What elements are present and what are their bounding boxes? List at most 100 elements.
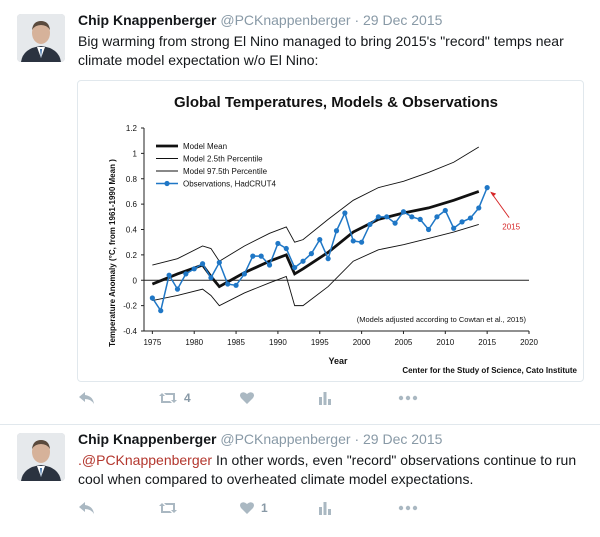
retweet-button[interactable]	[158, 500, 184, 516]
observation-point	[233, 282, 239, 288]
analytics-icon	[319, 502, 331, 515]
retweet-icon	[159, 503, 177, 513]
legend-label: Observations, HadCRUT4	[183, 180, 276, 189]
x-tick-label: 1990	[269, 338, 287, 347]
y-tick-label: -0.4	[123, 327, 137, 336]
observation-point	[250, 253, 256, 259]
observation-point	[149, 295, 155, 301]
observation-point	[166, 272, 172, 278]
observation-point	[325, 256, 331, 262]
observation-point	[476, 205, 482, 211]
observation-point	[300, 258, 306, 264]
observation-point	[384, 214, 390, 220]
tweet-text: Big warming from strong El Nino managed …	[78, 33, 564, 68]
separator-dot: ·	[354, 431, 360, 447]
observation-point	[266, 262, 273, 268]
observation-point	[199, 261, 206, 267]
heart-icon	[240, 502, 254, 514]
more-button[interactable]	[398, 390, 418, 406]
tweet-header: Chip Knappenberger @PCKnappenberger · 29…	[78, 12, 442, 28]
avatar[interactable]	[17, 433, 65, 481]
x-tick-label: 2010	[436, 338, 454, 347]
observation-point	[216, 259, 222, 266]
more-icon	[398, 395, 418, 401]
y-tick-label: 0.6	[126, 200, 138, 209]
observation-point	[258, 253, 264, 259]
x-tick-label: 1995	[311, 338, 329, 347]
more-button[interactable]	[398, 500, 418, 516]
x-tick-label: 1975	[143, 338, 161, 347]
observation-point	[359, 239, 365, 245]
observation-point	[183, 271, 189, 277]
annotation-arrowhead	[490, 191, 497, 197]
observation-point	[158, 308, 164, 314]
tweet-header: Chip Knappenberger @PCKnappenberger · 29…	[78, 431, 442, 447]
tweet-date[interactable]: 29 Dec 2015	[363, 431, 443, 447]
legend-label: Model Mean	[183, 142, 227, 151]
analytics-button[interactable]	[318, 500, 332, 516]
observation-point	[409, 214, 415, 220]
observation-point	[174, 286, 181, 292]
x-tick-label: 2000	[353, 338, 371, 347]
observation-point	[425, 226, 432, 233]
chart-title: Global Temperatures, Models & Observatio…	[174, 94, 498, 111]
observation-point	[484, 185, 490, 191]
observation-point	[442, 207, 448, 214]
model-mean-line	[151, 190, 480, 289]
observation-point	[434, 214, 440, 220]
x-tick-label: 2020	[520, 338, 538, 347]
reply-button[interactable]	[78, 500, 96, 516]
observation-point	[191, 266, 197, 272]
avatar[interactable]	[17, 14, 65, 62]
observation-point	[367, 221, 373, 228]
x-tick-label: 1985	[227, 338, 245, 347]
analytics-icon	[319, 392, 331, 405]
observation-point	[283, 245, 289, 252]
observation-point	[350, 238, 356, 244]
tweet-date[interactable]: 29 Dec 2015	[363, 12, 443, 28]
observation-point	[417, 216, 423, 222]
model-97p5-line	[152, 146, 480, 266]
observation-point	[467, 215, 474, 221]
observation-point	[292, 264, 298, 271]
y-tick-label: 0.8	[126, 175, 138, 184]
observation-point	[392, 220, 398, 226]
mention-link[interactable]: .@PCKnappenberger	[78, 452, 213, 468]
retweet-icon	[159, 393, 177, 403]
heart-icon	[240, 392, 254, 404]
y-tick-label: 0.4	[126, 226, 138, 235]
model-2p5-line	[152, 223, 479, 307]
reply-button[interactable]	[78, 390, 96, 406]
y-tick-label: 0.2	[126, 251, 138, 260]
author-name[interactable]: Chip Knappenberger	[78, 431, 217, 447]
legend-marker	[164, 180, 170, 187]
author-name[interactable]: Chip Knappenberger	[78, 12, 217, 28]
y-tick-label: 1	[133, 149, 138, 158]
observation-point	[400, 209, 407, 215]
observation-point	[317, 237, 323, 243]
tweet: Chip Knappenberger @PCKnappenberger · 29…	[0, 425, 600, 537]
reply-icon	[79, 502, 94, 514]
y-tick-label: -0.2	[123, 302, 137, 311]
retweet-button[interactable]: 4	[158, 390, 191, 406]
like-button[interactable]	[239, 390, 261, 406]
analytics-button[interactable]	[318, 390, 332, 406]
legend-label: Model 97.5th Percentile	[183, 167, 268, 176]
observation-point	[451, 225, 457, 231]
chart-image[interactable]: Global Temperatures, Models & Observatio…	[77, 80, 584, 382]
author-handle[interactable]: @PCKnappenberger	[220, 12, 351, 28]
x-tick-label: 2005	[395, 338, 413, 347]
chart-note: (Models adjusted according to Cowtan et …	[357, 315, 527, 324]
legend-label: Model 2.5th Percentile	[183, 155, 263, 164]
x-tick-label: 2015	[478, 338, 496, 347]
observation-point	[342, 210, 348, 216]
x-tick-label: 1980	[185, 338, 203, 347]
chart-xlabel: Year	[328, 356, 348, 366]
observation-point	[375, 214, 381, 220]
author-handle[interactable]: @PCKnappenberger	[220, 431, 351, 447]
more-icon	[398, 505, 418, 511]
observation-point	[275, 240, 281, 247]
like-button[interactable]: 1	[239, 500, 268, 516]
tweet-text: .@PCKnappenberger In other words, even "…	[78, 451, 588, 489]
chart-credit: Center for the Study of Science, Cato In…	[402, 366, 577, 375]
